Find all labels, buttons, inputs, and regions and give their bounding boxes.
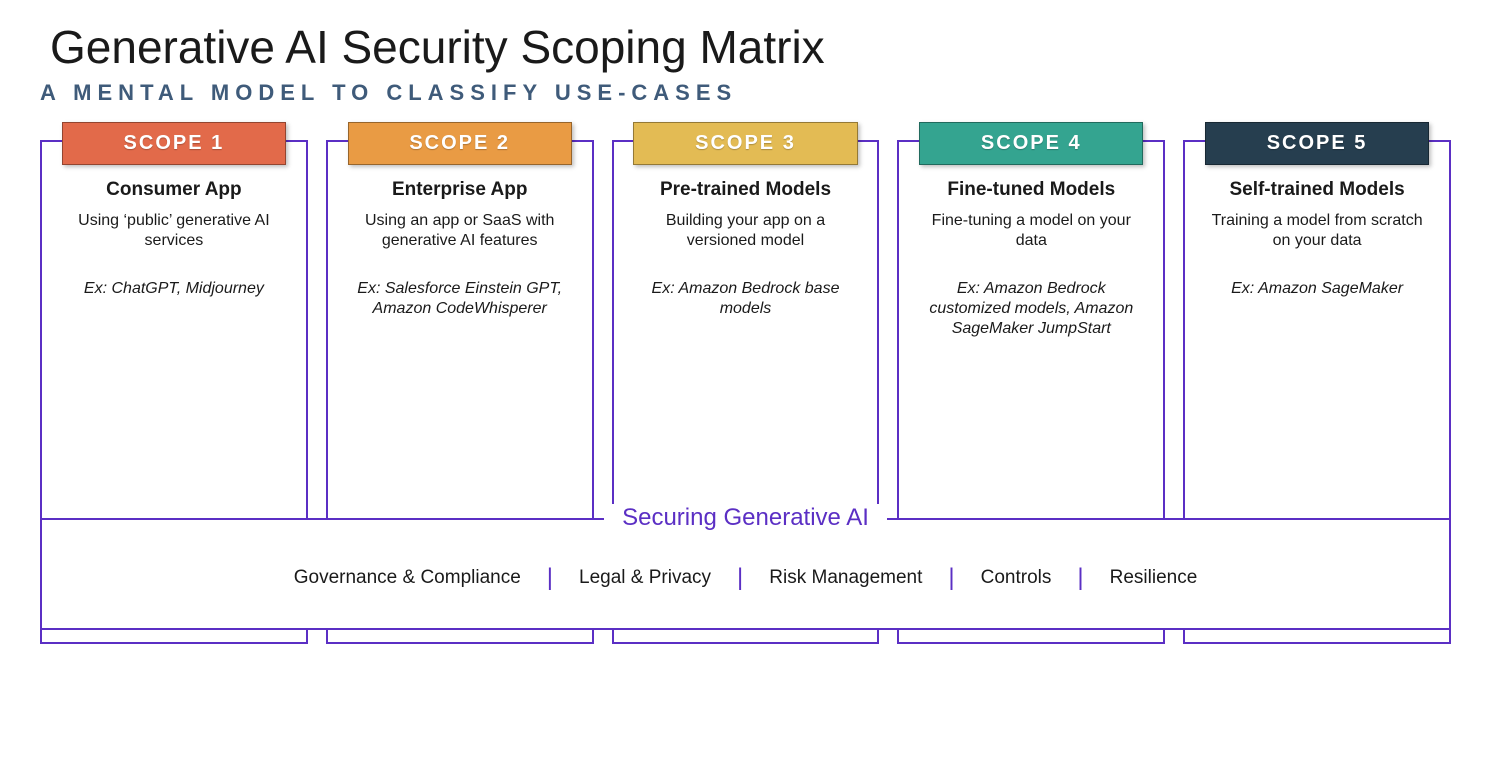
scope-5-desc: Training a model from scratch on your da…	[1201, 211, 1433, 251]
scope-5-badge: SCOPE 5	[1205, 122, 1429, 165]
scope-2-desc: Using an app or SaaS with generative AI …	[344, 211, 576, 251]
pillar-risk: Risk Management	[769, 567, 922, 589]
stub-2	[326, 628, 594, 644]
scope-4-example: Ex: Amazon Bedrock customized models, Am…	[915, 279, 1147, 339]
scope-3-heading: Pre-trained Models	[630, 179, 862, 201]
scope-5-example: Ex: Amazon SageMaker	[1201, 279, 1433, 299]
pillar-separator: |	[521, 566, 579, 590]
scope-2-heading: Enterprise App	[344, 179, 576, 201]
scope-3-column: SCOPE 3 Pre-trained Models Building your…	[612, 140, 880, 520]
column-bottom-stubs	[40, 628, 1451, 644]
scope-1-desc: Using ‘public’ generative AI services	[58, 211, 290, 251]
pillar-separator: |	[1051, 566, 1109, 590]
scope-4-desc: Fine-tuning a model on your data	[915, 211, 1147, 251]
scope-1-badge: SCOPE 1	[62, 122, 286, 165]
pillar-legal: Legal & Privacy	[579, 567, 711, 589]
scope-3-desc: Building your app on a versioned model	[630, 211, 862, 251]
securing-ai-box: Securing Generative AI Governance & Comp…	[40, 518, 1451, 630]
pillar-governance: Governance & Compliance	[294, 567, 521, 589]
stub-3	[612, 628, 880, 644]
scope-1-example: Ex: ChatGPT, Midjourney	[58, 279, 290, 299]
scope-5-heading: Self-trained Models	[1201, 179, 1433, 201]
pillar-resilience: Resilience	[1110, 567, 1198, 589]
pillar-separator: |	[711, 566, 769, 590]
scope-4-badge: SCOPE 4	[919, 122, 1143, 165]
scope-1-column: SCOPE 1 Consumer App Using ‘public’ gene…	[40, 140, 308, 520]
stub-1	[40, 628, 308, 644]
scope-2-column: SCOPE 2 Enterprise App Using an app or S…	[326, 140, 594, 520]
stub-4	[897, 628, 1165, 644]
pillar-controls: Controls	[981, 567, 1052, 589]
pillars-row: Governance & Compliance | Legal & Privac…	[42, 548, 1449, 628]
scope-5-column: SCOPE 5 Self-trained Models Training a m…	[1183, 140, 1451, 520]
securing-ai-header: Securing Generative AI	[42, 504, 1449, 532]
pillar-separator: |	[922, 566, 980, 590]
scope-2-badge: SCOPE 2	[348, 122, 572, 165]
securing-ai-header-text: Securing Generative AI	[604, 504, 887, 531]
scope-4-column: SCOPE 4 Fine-tuned Models Fine-tuning a …	[897, 140, 1165, 520]
scoping-matrix: SCOPE 1 Consumer App Using ‘public’ gene…	[40, 140, 1451, 644]
page-title: Generative AI Security Scoping Matrix	[50, 20, 1451, 74]
scope-columns: SCOPE 1 Consumer App Using ‘public’ gene…	[40, 140, 1451, 520]
stub-5	[1183, 628, 1451, 644]
scope-1-heading: Consumer App	[58, 179, 290, 201]
scope-3-badge: SCOPE 3	[633, 122, 857, 165]
page-subtitle: A MENTAL MODEL TO CLASSIFY USE-CASES	[40, 80, 1451, 106]
scope-2-example: Ex: Salesforce Einstein GPT, Amazon Code…	[344, 279, 576, 319]
scope-4-heading: Fine-tuned Models	[915, 179, 1147, 201]
scope-3-example: Ex: Amazon Bedrock base models	[630, 279, 862, 319]
